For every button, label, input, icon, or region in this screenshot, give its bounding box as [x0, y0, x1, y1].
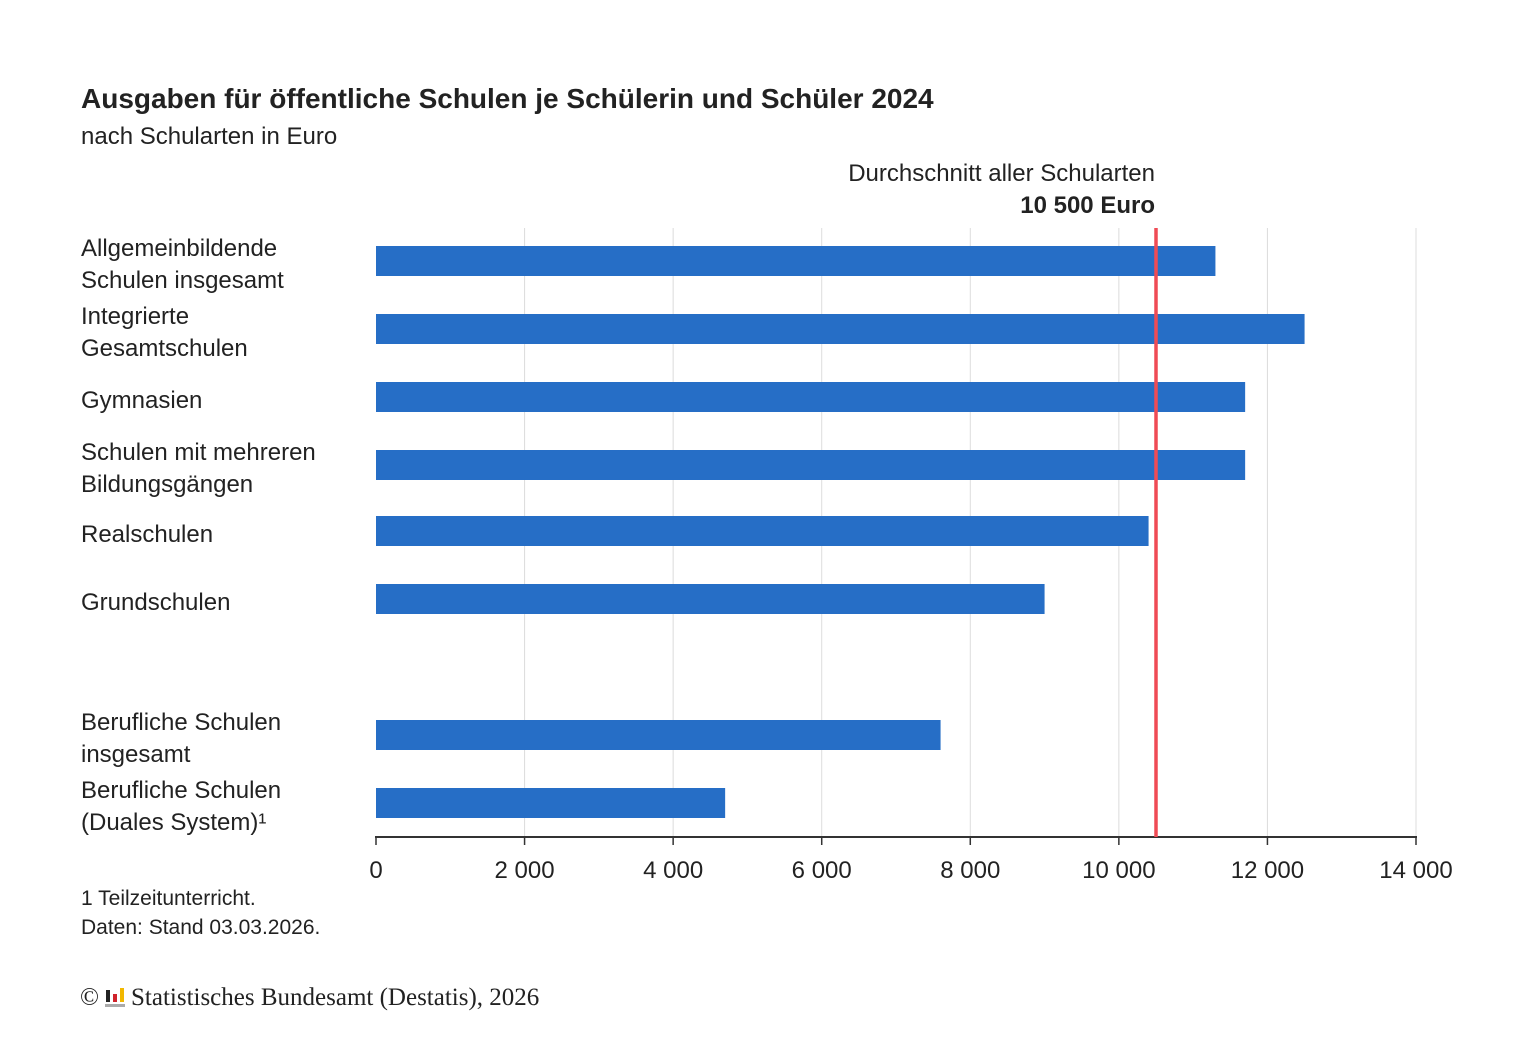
category-label-line: (Duales System)¹	[81, 809, 267, 836]
destatis-logo-icon	[105, 988, 125, 1007]
category-label-line: Grundschulen	[81, 589, 231, 616]
x-tick-label: 10 000	[1082, 857, 1155, 884]
category-label-line: Integrierte	[81, 303, 190, 330]
bar	[376, 584, 1045, 614]
bar	[376, 246, 1216, 276]
footnote-data-date: Daten: Stand 03.03.2026.	[81, 916, 321, 939]
x-tick-label: 8 000	[940, 857, 1000, 884]
reference-line-value: 10 500 Euro	[1020, 192, 1155, 219]
category-label-line: Berufliche Schulen	[81, 709, 282, 736]
bar	[376, 720, 941, 750]
bar	[376, 450, 1246, 480]
category-label: Realschulen	[81, 519, 371, 551]
category-label: Integrierte Gesamtschulen	[81, 301, 371, 365]
copyright-symbol: ©	[80, 984, 99, 1011]
x-tick-label: 6 000	[792, 857, 852, 884]
footnote-1: 1 Teilzeitunterricht.	[81, 887, 256, 910]
reference-line-label: Durchschnitt aller Schularten	[848, 160, 1155, 187]
category-label: Schulen mit mehreren Bildungsgängen	[81, 437, 371, 501]
category-label-line: Gesamtschulen	[81, 335, 248, 362]
category-label: Berufliche Schulen (Duales System)¹	[81, 775, 371, 839]
chart-subtitle: nach Schularten in Euro	[81, 123, 338, 150]
copyright-text: Statistisches Bundesamt (Destatis), 2026	[131, 984, 540, 1011]
category-label: Allgemeinbildende Schulen insgesamt	[81, 233, 371, 297]
x-tick-label: 12 000	[1231, 857, 1304, 884]
chart-title: Ausgaben für öffentliche Schulen je Schü…	[81, 83, 934, 114]
category-label-line: insgesamt	[81, 741, 191, 768]
bar	[376, 516, 1149, 546]
category-label-line: Schulen insgesamt	[81, 267, 284, 294]
x-tick-label: 4 000	[643, 857, 703, 884]
x-tick-label: 2 000	[495, 857, 555, 884]
category-label-line: Gymnasien	[81, 387, 203, 414]
category-label-line: Allgemeinbildende	[81, 235, 278, 262]
category-label-line: Realschulen	[81, 521, 214, 548]
x-tick-label: 0	[369, 857, 382, 884]
category-label-line: Berufliche Schulen	[81, 777, 282, 804]
copyright: © Statistisches Bundesamt (Destatis), 20…	[80, 984, 539, 1012]
category-label: Gymnasien	[81, 385, 371, 417]
category-label: Berufliche Schulen insgesamt	[81, 707, 371, 771]
category-label: Grundschulen	[81, 587, 371, 619]
bar	[376, 382, 1246, 412]
x-tick-label: 14 000	[1379, 857, 1452, 884]
footnotes: 1 Teilzeitunterricht. Daten: Stand 03.03…	[81, 884, 320, 942]
category-label-line: Schulen mit mehreren	[81, 439, 316, 466]
bar	[376, 314, 1305, 344]
bar	[376, 788, 726, 818]
category-label-line: Bildungsgängen	[81, 471, 254, 498]
